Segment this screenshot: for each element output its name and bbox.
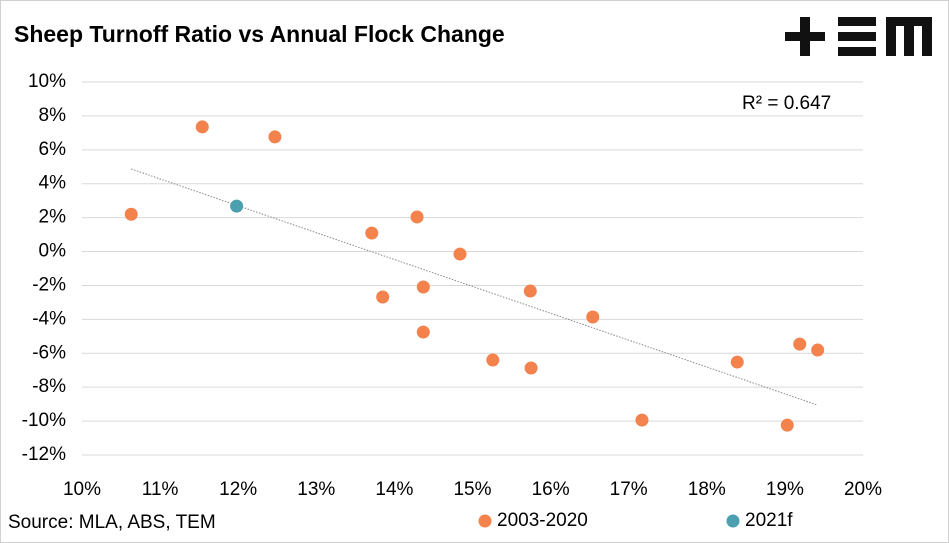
x-tick-label: 11% <box>142 479 179 500</box>
x-tick-label: 20% <box>844 479 882 500</box>
x-tick-label: 10% <box>63 479 101 500</box>
source: Source: MLA, ABS, TEM <box>8 512 216 533</box>
y-tick-label: -12% <box>22 444 66 465</box>
y-tick-label: -6% <box>32 342 66 363</box>
y-tick-label: -10% <box>22 410 66 431</box>
annotation: R² = 0.647 <box>742 93 831 114</box>
x-tick-label: 15% <box>453 479 491 500</box>
x-tick-label: 16% <box>532 479 570 500</box>
x-tick-label: 12% <box>219 479 257 500</box>
logo <box>785 17 932 56</box>
legend-label: 2021f <box>745 510 793 531</box>
trendline <box>131 168 818 406</box>
scatter-point <box>416 325 430 339</box>
scatter-point <box>586 310 600 324</box>
y-tick-label: -4% <box>32 308 66 329</box>
x-tick-label: 17% <box>610 479 648 500</box>
y-tick-label: -2% <box>32 274 66 295</box>
y-tick-label: 4% <box>39 173 67 194</box>
x-tick-label: 18% <box>688 479 726 500</box>
y-tick-label: 10% <box>28 71 66 92</box>
y-tick-label: 2% <box>39 207 67 228</box>
scatter-point <box>524 361 538 375</box>
scatter-point <box>780 418 794 432</box>
scatter-point <box>376 290 390 304</box>
y-tick-label: 0% <box>39 241 67 262</box>
y-tick-label: 8% <box>39 105 67 126</box>
y-tick-label: -8% <box>32 376 66 397</box>
y-tick-label: 6% <box>39 139 67 160</box>
legend-label: 2003-2020 <box>497 510 588 531</box>
scatter-point <box>730 355 744 369</box>
legend-marker <box>726 514 740 528</box>
chart-title: Sheep Turnoff Ratio vs Annual Flock Chan… <box>14 21 505 47</box>
x-tick-label: 14% <box>375 479 413 500</box>
x-tick-label: 19% <box>766 479 804 500</box>
scatter-point <box>453 247 467 261</box>
x-tick-label: 13% <box>297 479 335 500</box>
scatter-point <box>811 343 825 357</box>
scatter-point <box>416 280 430 294</box>
scatter-point <box>365 226 379 240</box>
scatter-point <box>124 207 138 221</box>
scatter-point <box>486 353 500 367</box>
scatter-point <box>635 413 649 427</box>
scatter-point <box>523 284 537 298</box>
scatter-point <box>230 199 244 213</box>
scatter-point <box>268 130 282 144</box>
legend-marker <box>478 514 492 528</box>
scatter-point <box>410 210 424 224</box>
scatter-point <box>195 120 209 134</box>
scatter-point <box>793 337 807 351</box>
